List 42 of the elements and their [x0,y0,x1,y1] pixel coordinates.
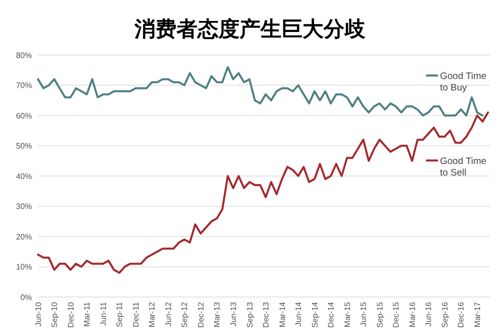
y-tick-label: 40% [16,172,32,181]
x-tick-label: Mar-16 [408,301,417,328]
x-tick-label: Sep-12 [180,301,190,328]
x-tick-label: Dec-15 [392,301,401,328]
x-tick-label: Jun-16 [424,301,434,326]
x-tick-label: Sep-14 [310,301,320,328]
y-tick-label: 80% [16,50,32,60]
x-tick-label: Mar-17 [472,301,482,328]
legend-label: Good Time to Sell [440,156,486,179]
x-tick-label: Jun-11 [98,301,108,326]
x-tick-label: Sep-13 [245,301,254,328]
x-tick-label: Jun-10 [34,301,43,326]
x-tick-label: Jun-15 [359,301,368,326]
line-series [37,111,489,274]
x-tick-label: Dec-10 [66,301,76,328]
y-tick-label: 50% [16,142,32,151]
y-tick-label: 60% [16,111,32,120]
x-tick-label: Mar-14 [278,301,287,328]
x-tick-label: Dec-13 [262,301,271,328]
x-tick-label: Jun-12 [164,301,173,326]
legend-label: Good Time to Buy [440,70,486,94]
y-tick-label: 70% [16,81,32,90]
x-tick-label: Mar-15 [342,301,352,328]
x-tick-label: Dec-16 [456,301,466,328]
x-tick-label: Sep-15 [375,301,384,328]
y-tick-label: 20% [16,232,32,242]
x-tick-label: Mar-11 [82,301,92,327]
y-tick-label: 0% [20,292,32,302]
line-series [37,66,484,116]
chart-title: 消费者态度产生巨大分歧 [134,17,366,41]
x-tick-label: Dec-12 [196,301,206,328]
x-tick-label: Dec-11 [131,301,140,328]
x-tick-label: Jun-13 [228,301,238,326]
x-tick-label: Mar-12 [148,301,157,328]
x-tick-label: Dec-14 [326,301,336,328]
x-tick-label: Sep-11 [115,301,124,328]
x-tick-label: Sep-16 [440,301,450,328]
y-tick-label: 10% [16,262,32,272]
y-tick-label: 30% [16,202,32,212]
x-tick-label: Sep-10 [50,301,60,328]
x-tick-label: Jun-14 [294,301,304,326]
x-tick-label: Mar-13 [212,301,222,328]
